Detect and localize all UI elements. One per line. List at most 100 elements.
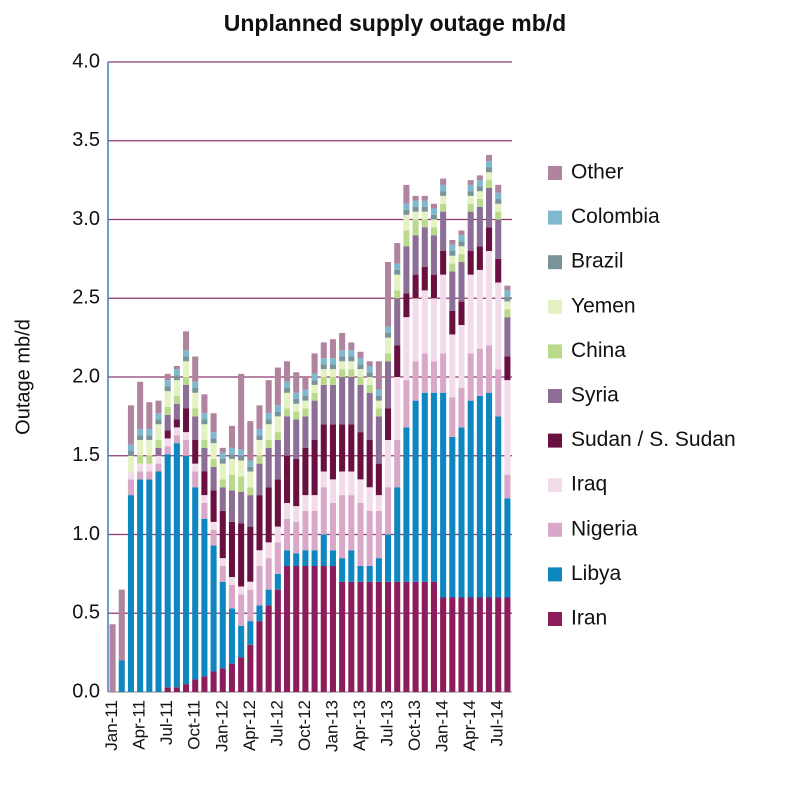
legend-label: Other (571, 161, 624, 184)
bar-segment (449, 251, 456, 256)
bar-segment (183, 384, 190, 409)
bar-segment (375, 361, 382, 390)
bar-segment (173, 435, 180, 444)
bar-segment (403, 380, 410, 428)
bar-segment (284, 455, 291, 503)
bar-segment (228, 454, 235, 459)
bar-segment (137, 440, 144, 456)
bar-segment (329, 358, 336, 365)
bar-segment (421, 392, 428, 582)
bar-segment (486, 154, 493, 162)
bar-segment (302, 377, 309, 390)
bar-segment (164, 454, 171, 688)
bar-segment (339, 495, 346, 559)
bar-segment (458, 427, 465, 598)
bar-segment (137, 479, 144, 692)
bar-segment (329, 364, 336, 370)
bar-segment (293, 403, 300, 412)
bar-segment (192, 463, 199, 472)
bar-segment (173, 443, 180, 688)
bar-segment (219, 581, 226, 669)
bar-segment (486, 345, 493, 393)
bar-segment (311, 400, 318, 440)
bar-segment (375, 395, 382, 401)
bar-segment (403, 230, 410, 247)
bar-segment (302, 550, 309, 566)
bar-segment (274, 411, 281, 417)
chart-title: Unplanned supply outage mb/d (224, 10, 566, 36)
bar-segment (476, 186, 483, 192)
bar-segment (348, 361, 355, 370)
bar-segment (476, 175, 483, 181)
bar-segment (311, 510, 318, 551)
bar-segment (329, 384, 336, 425)
bar-segment (210, 521, 217, 530)
bar-segment (339, 356, 346, 362)
legend-label: Iraq (571, 473, 607, 496)
bar-segment (173, 403, 180, 420)
bar-segment (247, 421, 254, 461)
x-tick-label: Jul-11 (157, 700, 176, 745)
bar-segment (192, 392, 199, 409)
bar-segment (302, 495, 309, 511)
bar-segment (403, 214, 410, 231)
bar-segment (238, 460, 245, 477)
bar-segment (366, 377, 373, 385)
bar-segment (247, 460, 254, 467)
bar-segment (339, 369, 346, 377)
bar-segment (449, 239, 456, 245)
bar-segment (146, 435, 153, 440)
bar-segment (173, 375, 180, 381)
bar-segment (504, 301, 511, 310)
bar-segment (412, 211, 419, 220)
bar-segment (256, 495, 263, 551)
bar-segment (430, 235, 437, 275)
bar-segment (403, 427, 410, 582)
bar-segment (293, 566, 300, 692)
bar-segment (109, 624, 116, 692)
bar-segment (329, 479, 336, 503)
bar-segment (348, 350, 355, 357)
bar-segment (403, 293, 410, 318)
bar-segment (137, 435, 144, 440)
bar-segment (430, 392, 437, 582)
bar-segment (458, 262, 465, 302)
bar-segment (476, 395, 483, 598)
bar-segment (247, 487, 254, 496)
bar-segment (394, 269, 401, 275)
bar-segment (210, 443, 217, 459)
bar-segment (366, 384, 373, 393)
y-tick-label: 0.5 (72, 602, 100, 624)
x-tick-label: Jul-13 (378, 700, 397, 746)
bar-segment (247, 495, 254, 527)
bar-segment (385, 326, 392, 333)
bar-segment (173, 427, 180, 436)
bar-segment (385, 487, 392, 535)
bar-segment (265, 589, 272, 606)
bar-segment (348, 356, 355, 362)
bar-segment (247, 589, 254, 622)
bar-segment (320, 487, 327, 535)
bar-segment (357, 351, 364, 359)
x-tick-label: Jul-12 (267, 700, 286, 746)
bar-segment (467, 184, 474, 192)
bar-segment (146, 440, 153, 456)
bar-segment (394, 263, 401, 270)
bar-segment (164, 373, 171, 381)
bar-segment (302, 566, 309, 692)
bar-segment (495, 258, 502, 283)
bar-segment (504, 290, 511, 297)
bar-segment (256, 428, 263, 436)
bar-segment (183, 432, 190, 440)
bar-segment (256, 440, 263, 456)
bar-segment (293, 392, 300, 400)
bar-segment (440, 178, 447, 185)
bar-segment (458, 235, 465, 242)
bar-segment (495, 282, 502, 370)
bar-segment (228, 425, 235, 448)
bar-segment (192, 388, 199, 393)
bar-segment (467, 274, 474, 354)
bar-segment (366, 392, 373, 440)
bar-segment (476, 199, 483, 207)
bar-segment (238, 449, 245, 456)
